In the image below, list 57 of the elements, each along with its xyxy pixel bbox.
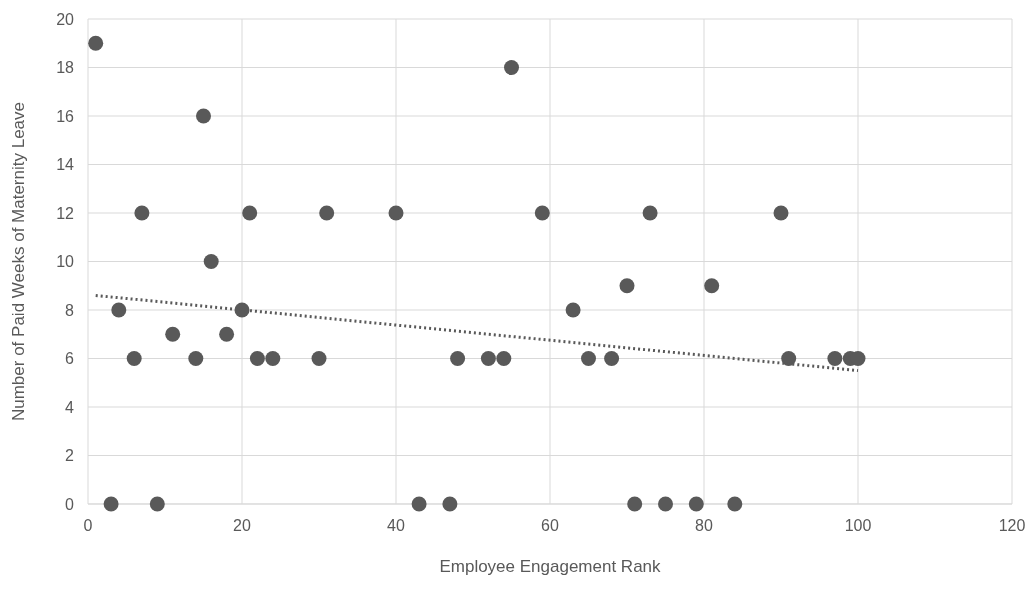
point: [265, 351, 281, 366]
point: [627, 496, 643, 512]
x-tick-label: 120: [998, 517, 1026, 534]
point: [581, 351, 596, 366]
y-tick-label: 0: [65, 495, 75, 513]
x-tick-label: 80: [695, 517, 713, 534]
point: [203, 254, 219, 269]
y-tick-label: 10: [56, 253, 75, 271]
point: [504, 60, 519, 75]
point: [450, 351, 466, 366]
point: [134, 205, 150, 221]
point: [165, 326, 181, 342]
point: [442, 496, 458, 512]
point: [480, 351, 496, 366]
x-tick-label: 0: [83, 517, 93, 534]
point: [111, 302, 127, 318]
point: [704, 278, 720, 294]
point: [411, 496, 427, 512]
point: [249, 351, 265, 366]
y-axis-title: Number of Paid Weeks of Maternity Leave: [9, 101, 28, 422]
point: [642, 205, 658, 221]
y-tick-label: 2: [65, 447, 75, 465]
point: [188, 351, 204, 366]
y-tick-label: 16: [56, 107, 75, 125]
point: [781, 351, 797, 366]
point: [103, 496, 119, 512]
point: [727, 496, 743, 512]
point: [604, 351, 620, 366]
y-tick-label: 14: [56, 156, 75, 174]
x-tick-label: 20: [233, 517, 251, 534]
x-tick-label: 40: [387, 517, 405, 534]
y-tick-label: 4: [65, 398, 75, 416]
point: [319, 205, 335, 221]
point: [149, 496, 165, 512]
y-tick-label: 20: [56, 10, 75, 28]
y-tick-label: 8: [65, 301, 75, 319]
x-tick-label: 100: [844, 517, 872, 534]
x-axis-title: Employee Engagement Rank: [439, 557, 662, 576]
point: [219, 326, 235, 342]
y-tick-label: 6: [65, 350, 75, 368]
point: [126, 351, 142, 366]
point: [311, 351, 327, 366]
point: [827, 351, 843, 366]
point: [565, 302, 581, 318]
point: [688, 496, 704, 512]
point: [242, 205, 258, 221]
point: [388, 205, 404, 221]
y-tick-label: 18: [56, 59, 75, 77]
point: [196, 108, 211, 124]
y-tick-label: 12: [56, 204, 75, 222]
point: [88, 35, 104, 51]
point: [773, 205, 789, 221]
point: [658, 496, 673, 512]
point: [619, 278, 635, 294]
point: [534, 205, 550, 221]
point: [496, 351, 512, 366]
x-tick-label: 60: [541, 517, 559, 534]
